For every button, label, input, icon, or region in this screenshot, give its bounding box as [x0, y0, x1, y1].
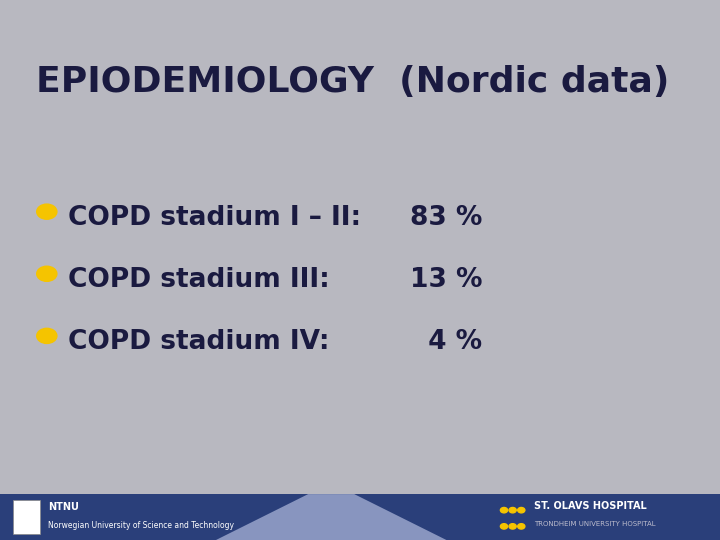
Circle shape	[37, 328, 57, 343]
Text: COPD stadium IV:: COPD stadium IV:	[68, 329, 330, 355]
Text: EPIODEMIOLOGY  (Nordic data): EPIODEMIOLOGY (Nordic data)	[36, 65, 670, 99]
Circle shape	[37, 204, 57, 219]
Text: COPD stadium III:: COPD stadium III:	[68, 267, 330, 293]
Polygon shape	[216, 494, 446, 540]
Text: COPD stadium I – II:: COPD stadium I – II:	[68, 205, 361, 231]
Circle shape	[518, 508, 525, 513]
Circle shape	[509, 508, 516, 513]
Text: 4 %: 4 %	[410, 329, 482, 355]
Circle shape	[500, 508, 508, 513]
Circle shape	[518, 524, 525, 529]
Bar	[0, 494, 720, 540]
Text: TRONDHEIM UNIVERSITY HOSPITAL: TRONDHEIM UNIVERSITY HOSPITAL	[534, 521, 656, 526]
Text: NTNU: NTNU	[48, 502, 79, 512]
Text: ST. OLAVS HOSPITAL: ST. OLAVS HOSPITAL	[534, 501, 647, 511]
Circle shape	[37, 266, 57, 281]
Text: Norwegian University of Science and Technology: Norwegian University of Science and Tech…	[48, 521, 234, 530]
Text: 13 %: 13 %	[410, 267, 483, 293]
Text: 83 %: 83 %	[410, 205, 483, 231]
Circle shape	[500, 524, 508, 529]
Circle shape	[509, 524, 516, 529]
Bar	[13, 500, 40, 535]
